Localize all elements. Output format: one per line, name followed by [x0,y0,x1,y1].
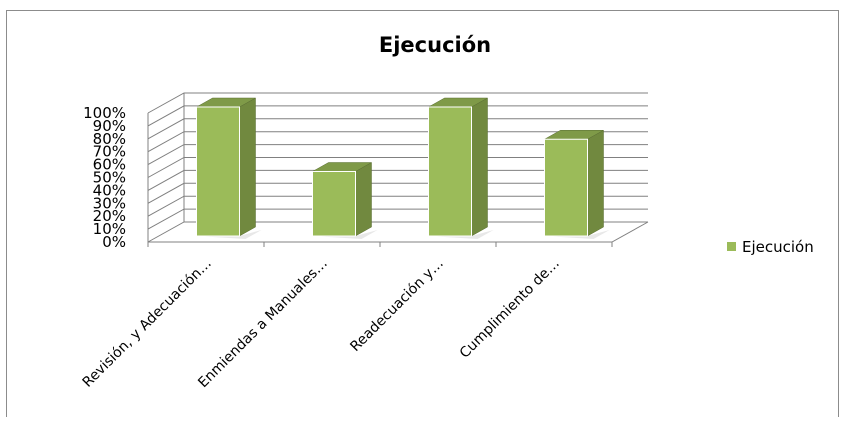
bar-front [312,171,356,237]
x-category-label: Enmiendas a Manuales… [195,256,331,392]
y-tick-label: 30% [93,194,126,212]
bar-front [428,106,472,237]
chart-bars [195,97,610,239]
y-tick-label: 10% [93,220,126,238]
x-axis-labels: Revisión, y Adecuación…Enmiendas a Manua… [80,256,563,392]
legend: Ejecución [727,238,814,256]
bar-front [196,106,240,237]
bar-side [471,97,488,237]
y-tick-label: 100% [83,104,126,122]
bar [311,162,378,239]
y-tick-label: 40% [93,181,126,199]
bar-side [239,97,256,237]
x-category-label: Readecuación y… [347,256,446,355]
bar-front [544,138,588,237]
bar-side [355,162,372,237]
bar-side [587,129,604,237]
chart-frame [6,10,839,417]
bar [195,97,262,239]
x-category-label: Cumplimiento de… [457,256,563,362]
y-tick-label: 20% [93,207,126,225]
chart-title: Ejecución [379,33,491,57]
y-tick-label: 60% [93,156,126,174]
x-category-label: Revisión, y Adecuación… [80,256,215,391]
y-tick-label: 90% [93,117,126,135]
bar [543,129,610,239]
y-tick-label: 0% [102,233,126,251]
bar [427,97,494,239]
y-axis-ticks: 0%10%20%30%40%50%60%70%80%90%100% [83,104,126,251]
y-tick-label: 70% [93,143,126,161]
chart-grid [147,92,649,247]
legend-swatch [727,242,736,251]
y-tick-label: 50% [93,169,126,187]
bar-shadow [544,230,610,239]
bar-shadow [312,230,378,239]
y-tick-label: 80% [93,130,126,148]
bar-shadow [428,230,494,239]
bar-shadow [196,230,262,239]
legend-label: Ejecución [742,238,814,256]
